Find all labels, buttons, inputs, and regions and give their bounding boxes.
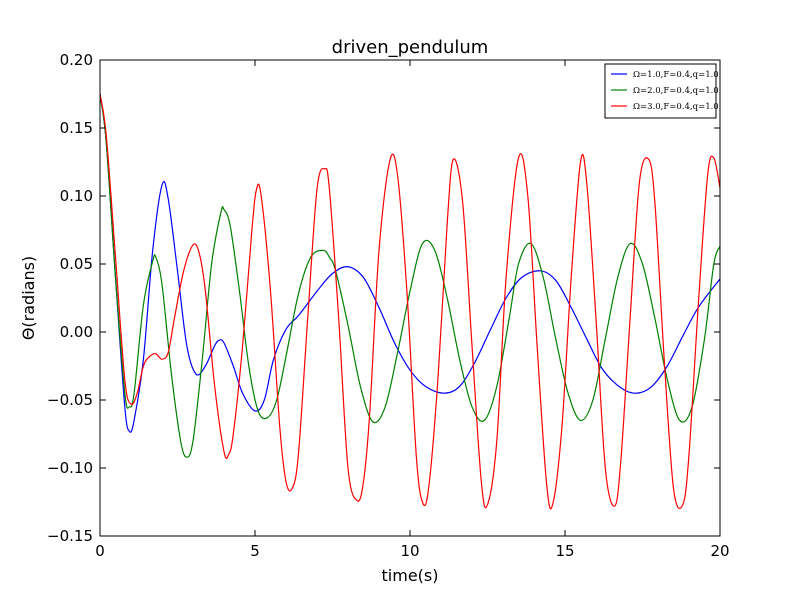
series-line-2 [100, 93, 720, 510]
plot-frame [99, 59, 721, 537]
legend-label-0: Ω=1.0,F=0.4,q=1.0 [633, 70, 719, 80]
y-tick-label-1: −0.10 [47, 459, 93, 477]
legend-label-1: Ω=2.0,F=0.4,q=1.0 [633, 86, 719, 96]
x-tick-label-0: 0 [95, 542, 105, 560]
y-tick-label-6: 0.15 [60, 119, 93, 137]
chart-title: driven_pendulum [332, 37, 489, 58]
legend-box [604, 63, 717, 119]
series-line-1 [100, 93, 720, 458]
series-line-0 [100, 93, 720, 433]
x-tick-label-4: 20 [710, 542, 729, 560]
y-tick-label-0: −0.15 [47, 527, 93, 545]
y-axis-label: Θ(radians) [19, 256, 38, 340]
x-axis-label: time(s) [382, 566, 439, 585]
y-axis: −0.15 −0.10 −0.05 0.00 0.05 0.10 0.15 0.20 [47, 51, 720, 545]
x-tick-label-3: 15 [555, 542, 574, 560]
y-tick-label-7: 0.20 [60, 51, 93, 69]
y-tick-label-5: 0.10 [60, 187, 93, 205]
y-tick-label-2: −0.05 [47, 391, 93, 409]
x-tick-label-1: 5 [250, 542, 260, 560]
x-axis: 0 5 10 15 20 [95, 60, 730, 560]
y-tick-label-3: 0.00 [60, 323, 93, 341]
legend-label-2: Ω=3.0,F=0.4,q=1.0 [633, 102, 719, 112]
legend: Ω=1.0,F=0.4,q=1.0 Ω=2.0,F=0.4,q=1.0 Ω=3.… [604, 63, 719, 119]
series-layer [100, 93, 720, 510]
x-tick-label-2: 10 [400, 542, 419, 560]
y-tick-label-4: 0.05 [60, 255, 93, 273]
